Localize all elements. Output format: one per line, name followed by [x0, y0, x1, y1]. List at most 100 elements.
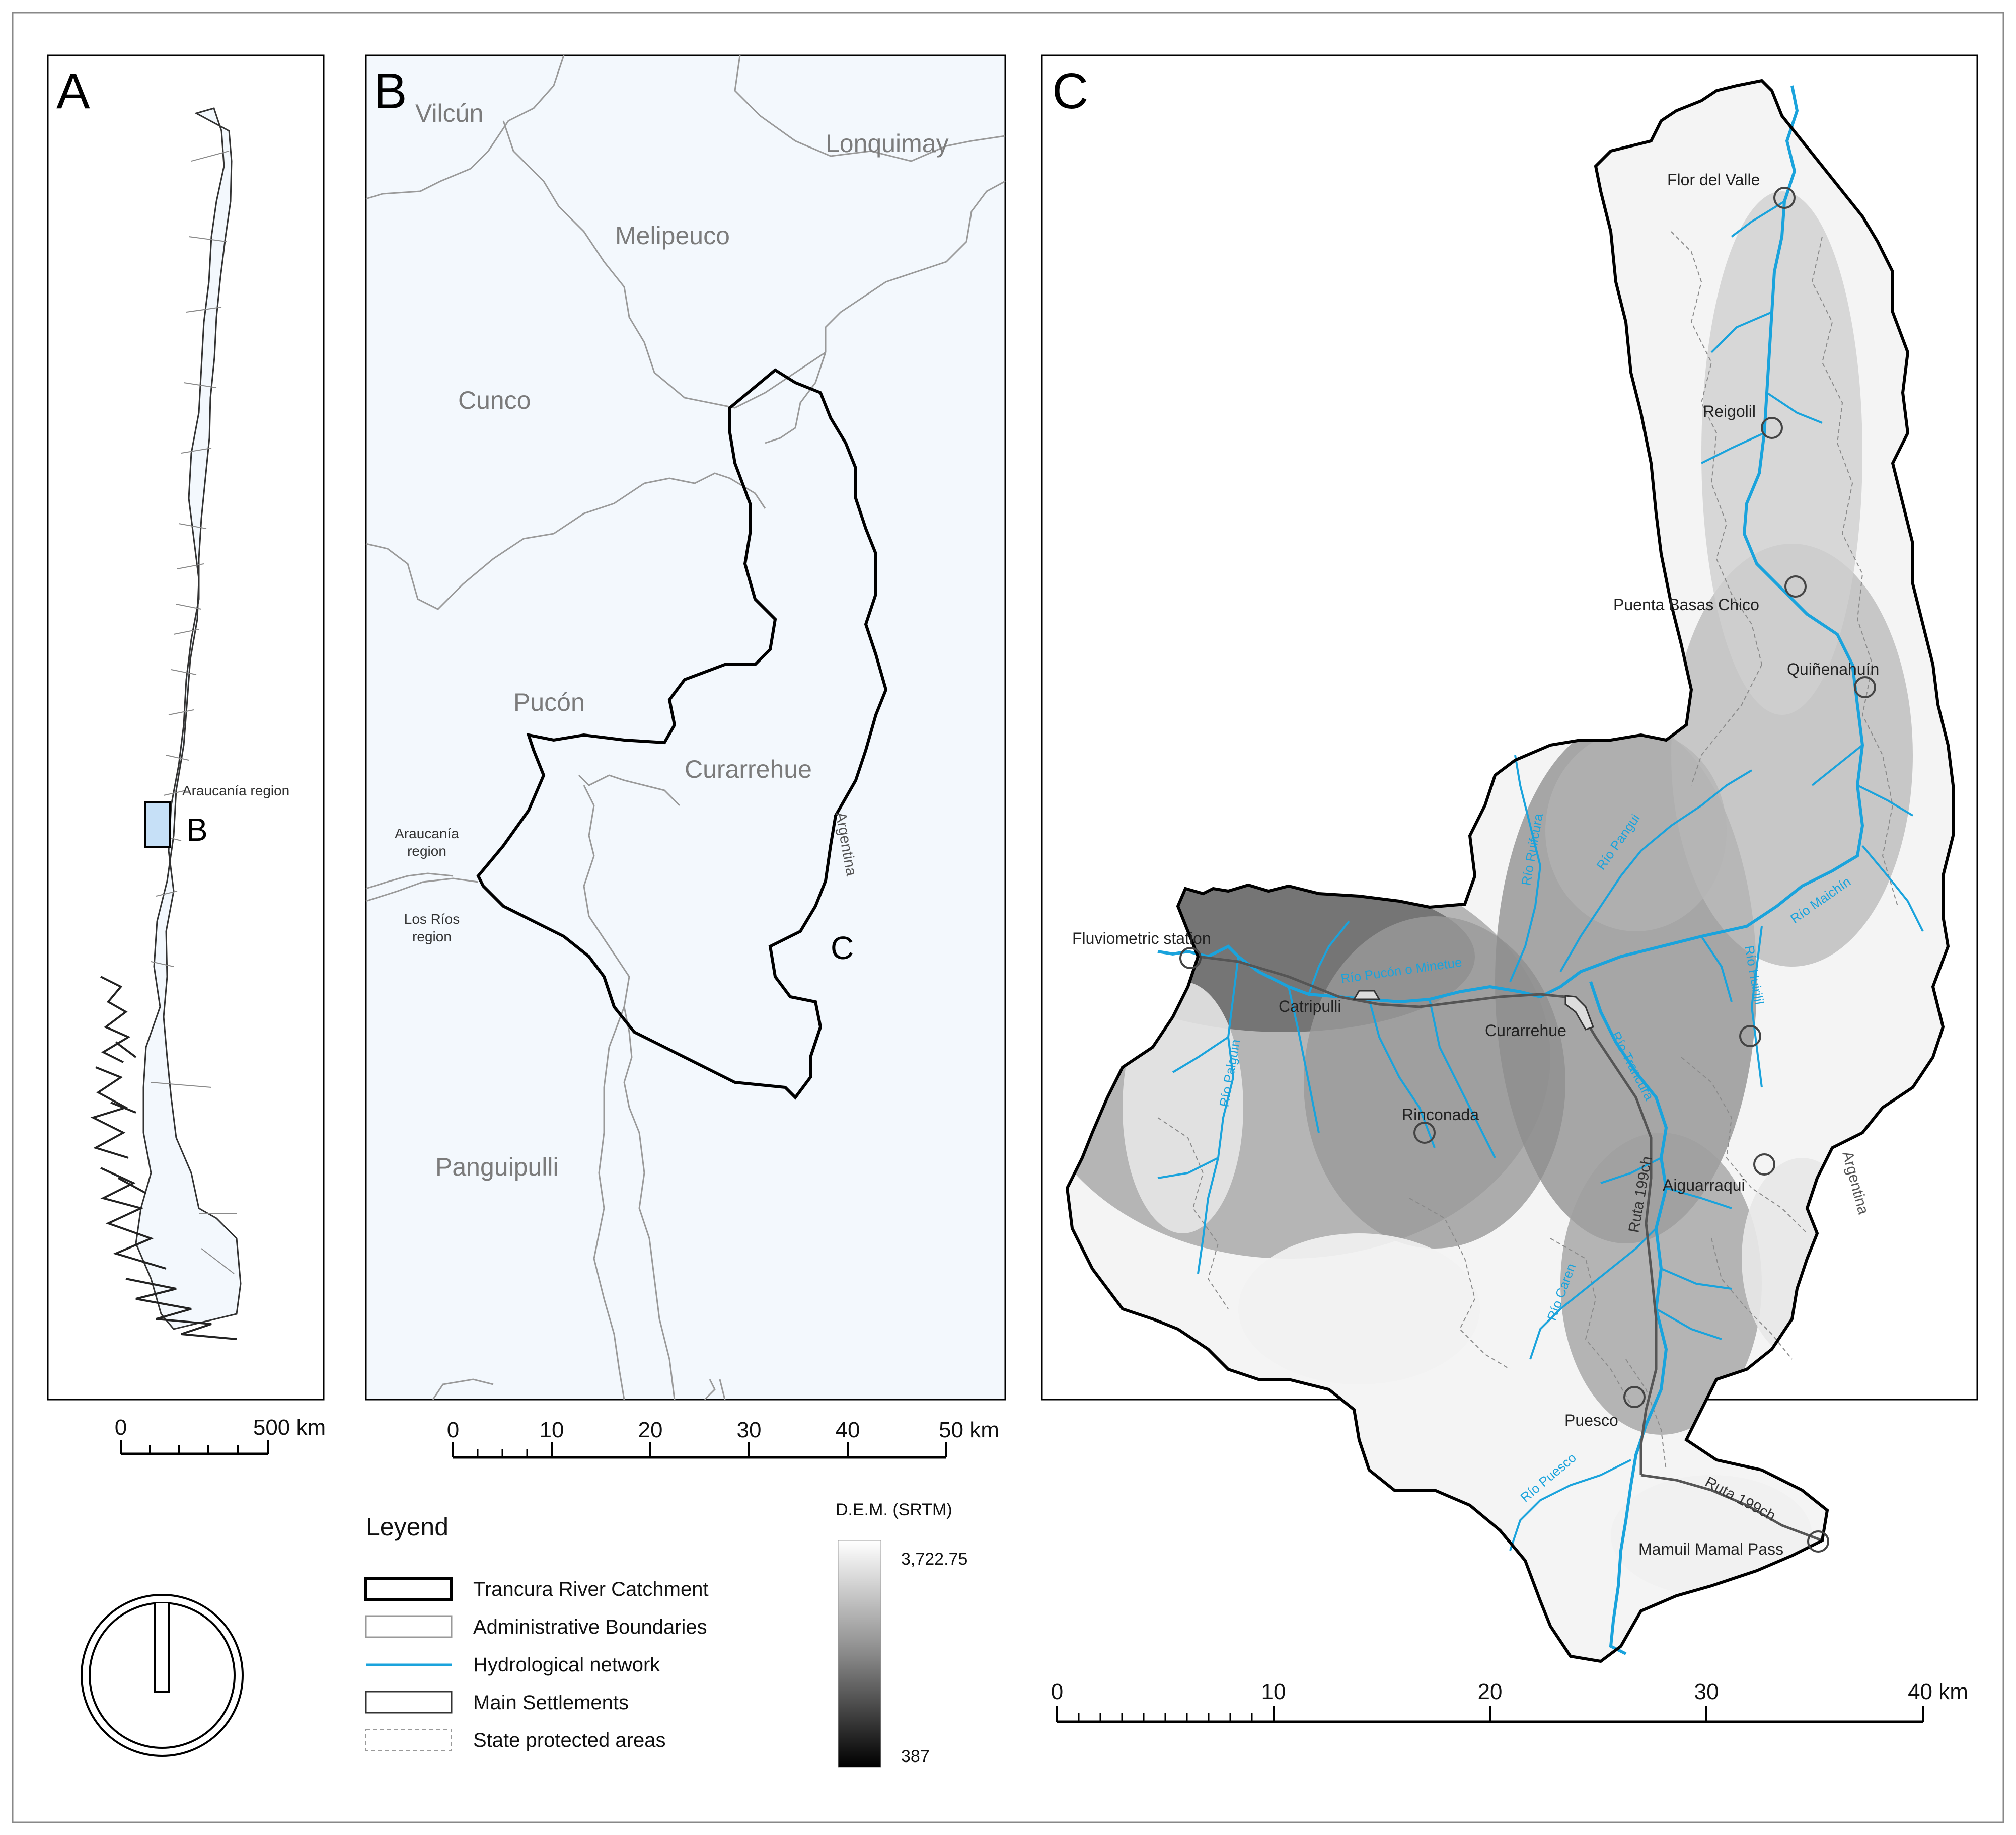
- settlement-puesco: Puesco: [1564, 1411, 1618, 1429]
- settlement-marker-aiguarraqui: [1753, 1153, 1775, 1176]
- river-caren: [1529, 1227, 1657, 1360]
- settlement-fluviometric-station: Fluviometric station: [1072, 929, 1211, 947]
- scale-a-label-0: 0: [115, 1415, 127, 1440]
- legend-item-protected: State protected areas: [473, 1729, 665, 1751]
- town-catripulli: [1353, 990, 1381, 1000]
- road-pass: [1640, 1474, 1823, 1542]
- tributary-15: [1172, 1036, 1229, 1073]
- araucania-region-label: Araucanía region: [182, 783, 289, 798]
- legend-swatch-admin: [365, 1615, 453, 1638]
- scale-c-label-40: 40 km: [1908, 1679, 1968, 1704]
- scale-b-label-50: 50 km: [939, 1418, 999, 1442]
- region-boundary: [365, 877, 479, 902]
- settlement-rinconada: Rinconada: [1402, 1106, 1479, 1124]
- tributary-9: [1429, 999, 1496, 1158]
- commune-cunco: Cunco: [458, 386, 531, 414]
- settlement-marker-mamuil-mamal: [1807, 1530, 1829, 1553]
- tributary-4: [1766, 392, 1823, 424]
- chile-region-boundaries: [151, 151, 237, 1274]
- town-curarrehue: [1564, 995, 1594, 1031]
- settlement-mamuil-mamal: Mamuil Mamal Pass: [1638, 1540, 1783, 1558]
- legend-item-catchment: Trancura River Catchment: [473, 1578, 709, 1600]
- river-huirilil: [1750, 926, 1763, 1088]
- river-pangui: [1559, 769, 1753, 972]
- scale-c-label-30: 30: [1694, 1679, 1719, 1704]
- dem-title: D.E.M. (SRTM): [836, 1500, 952, 1519]
- inset-c-letter: C: [831, 930, 854, 966]
- settlement-markers: [1179, 187, 1876, 1553]
- tributary-7: [1700, 935, 1733, 1002]
- hydrological-network: [1157, 85, 1924, 1655]
- river-ruifcura: [1509, 755, 1542, 982]
- tributary-14: [1157, 1157, 1219, 1179]
- scale-b-label-20: 20: [638, 1418, 663, 1442]
- panel-b-frame: [365, 54, 1006, 1401]
- tributary-5: [1811, 744, 1863, 786]
- scale-b-label-10: 10: [540, 1418, 564, 1442]
- scale-a-label-500: 500 km: [253, 1415, 326, 1440]
- legend-swatch-catchment: [364, 1577, 453, 1601]
- panel-c: C: [1041, 54, 1978, 1723]
- region-araucania-line2: region: [407, 843, 446, 859]
- river-palguin: [1197, 956, 1239, 1274]
- scale-bar-a: 0 500 km: [115, 1415, 326, 1455]
- river-maichin: [1861, 845, 1924, 932]
- settlement-flor-del-valle: Flor del Valle: [1667, 171, 1760, 189]
- river-trancura: [1589, 981, 1668, 1655]
- inset-b-letter: B: [186, 812, 208, 848]
- region-losrios-line2: region: [412, 929, 452, 944]
- tributary-16: [1288, 986, 1320, 1133]
- dem-gradient: [838, 1540, 881, 1768]
- settlement-catripulli: Catripulli: [1279, 997, 1341, 1015]
- tributary-12: [1661, 1268, 1732, 1290]
- commune-pucon: Pucón: [513, 688, 585, 716]
- settlement-marker-flor-del-valle: [1773, 187, 1796, 209]
- tributary-2: [1710, 311, 1772, 353]
- commune-curarrehue: Curarrehue: [685, 755, 812, 783]
- settlement-marker-rinconada: [1413, 1122, 1436, 1144]
- tributary-1: [1731, 200, 1785, 238]
- panel-a-letter: A: [56, 63, 90, 119]
- tributary-8: [1368, 999, 1436, 1148]
- legend-swatch-settlements: [365, 1691, 453, 1714]
- tributary-13: [1656, 1308, 1722, 1340]
- legend-item-settlements: Main Settlements: [473, 1692, 629, 1714]
- scale-c-label-20: 20: [1478, 1679, 1503, 1704]
- panel-b: B Vilcún Lonquimay Melipeuco Cunco: [365, 54, 1006, 1459]
- scale-b-label-0: 0: [447, 1418, 459, 1442]
- panel-a: A Araucanía region B: [47, 54, 326, 1757]
- fjord-texture: [90, 976, 237, 1340]
- catchment-outline-c: [1065, 79, 1955, 1663]
- settlement-reigolil: Reigolil: [1703, 402, 1756, 420]
- commune-lonquimay: Lonquimay: [826, 129, 949, 158]
- inset-b-box: [144, 801, 171, 848]
- tributary-6: [1857, 784, 1914, 817]
- region-losrios-line1: Los Ríos: [404, 911, 460, 927]
- scale-bar-c: 0 10 20 30 40 km: [1051, 1679, 1968, 1723]
- dem-min: 387: [901, 1747, 930, 1766]
- settlement-quinenahuin: Quiñenahuín: [1787, 660, 1879, 678]
- settlement-marker-fluviometric-station: [1179, 947, 1202, 969]
- tributary-11: [1666, 1187, 1732, 1209]
- settlement-labels: Flor del Valle Reigolil Puenta Basas Chi…: [1072, 171, 1879, 1558]
- commune-melipeuco: Melipeuco: [615, 222, 730, 250]
- scale-bar-b: 0 10 20 30 40 50 km: [447, 1418, 999, 1459]
- settlement-marker-huirilil: [1739, 1025, 1761, 1047]
- scale-b-label-40: 40: [836, 1418, 860, 1442]
- settlement-marker-puesco: [1623, 1386, 1646, 1408]
- tributary-3: [1701, 432, 1765, 464]
- catchment-outline-b: [476, 368, 888, 1100]
- legend-swatch-protected: [365, 1729, 452, 1751]
- region-araucania-line1: Araucanía: [395, 826, 459, 841]
- dem-colorbar: D.E.M. (SRTM) 3,722.75 387: [836, 1500, 967, 1768]
- river-puesco: [1509, 1459, 1631, 1551]
- panel-c-letter: C: [1052, 63, 1088, 119]
- roads: [1198, 955, 1823, 1542]
- river-main: [1157, 85, 1864, 1004]
- scale-b-label-30: 30: [737, 1418, 762, 1442]
- panel-b-letter: B: [374, 63, 407, 119]
- protected-areas: [1157, 231, 1898, 1471]
- legend-item-hydro: Hydrological network: [473, 1654, 660, 1676]
- commune-panguipulli: Panguipulli: [435, 1153, 559, 1181]
